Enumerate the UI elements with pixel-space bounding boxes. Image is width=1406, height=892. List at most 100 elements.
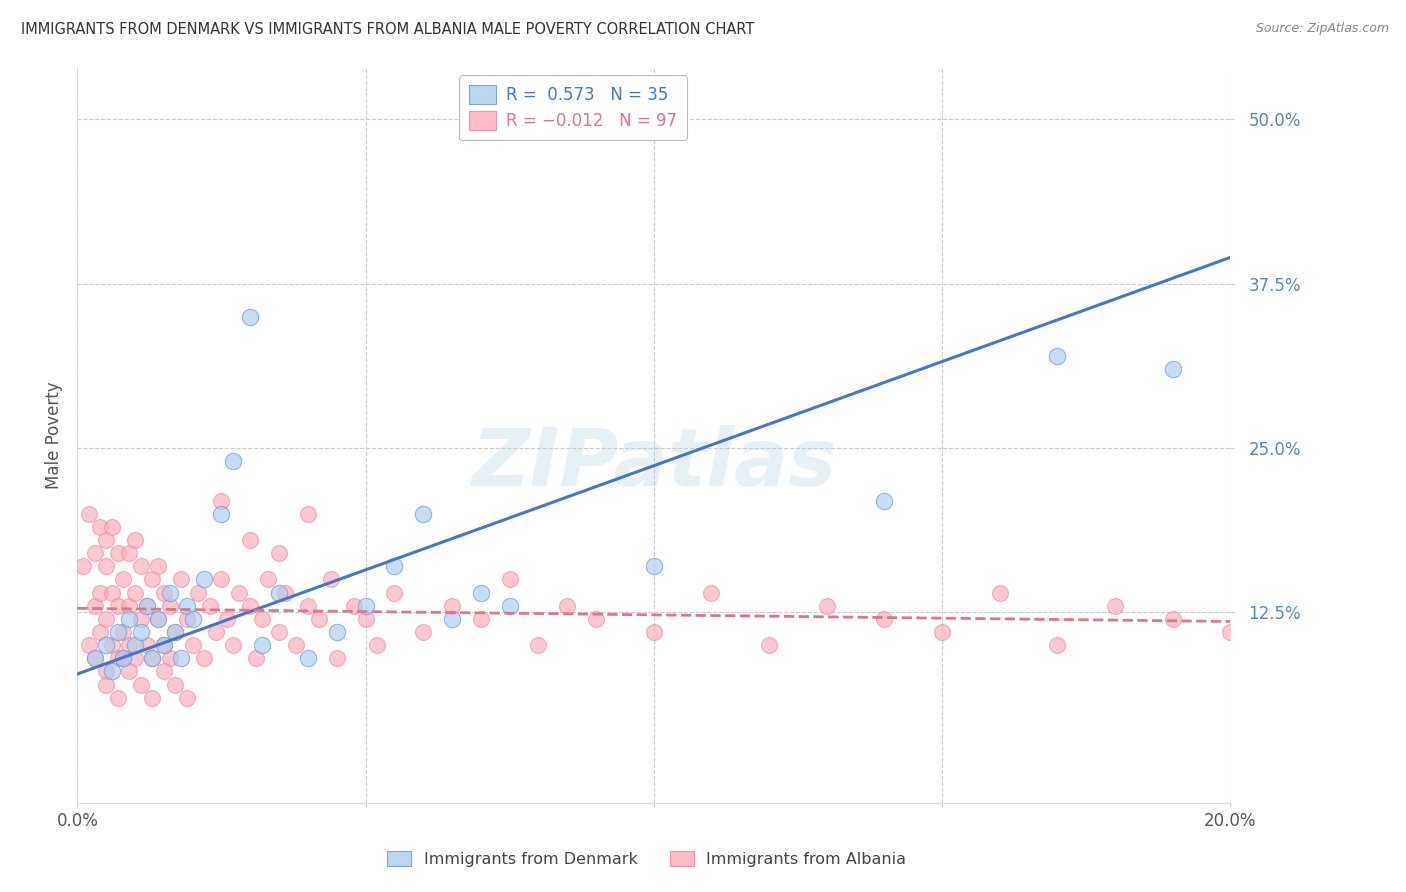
Point xyxy=(1161,362,1184,376)
Point xyxy=(988,585,1011,599)
Point xyxy=(153,638,174,652)
Point xyxy=(222,454,245,468)
Point xyxy=(245,651,267,665)
Point xyxy=(101,665,124,679)
Point xyxy=(297,599,319,613)
Point xyxy=(118,599,141,613)
Point xyxy=(129,559,152,574)
Point xyxy=(222,638,245,652)
Point xyxy=(96,533,118,547)
Point xyxy=(101,638,124,652)
Point xyxy=(159,599,181,613)
Point xyxy=(354,612,377,626)
Point xyxy=(118,638,141,652)
Point xyxy=(72,559,94,574)
Point xyxy=(165,677,187,691)
Point xyxy=(366,638,388,652)
Point xyxy=(146,612,169,626)
Point xyxy=(204,624,226,639)
Point xyxy=(107,546,129,560)
Point xyxy=(101,520,124,534)
Point xyxy=(89,585,111,599)
Point xyxy=(1046,638,1069,652)
Point xyxy=(758,638,780,652)
Point xyxy=(382,585,406,599)
Point xyxy=(325,651,349,665)
Point xyxy=(527,638,550,652)
Point xyxy=(187,585,209,599)
Point xyxy=(211,493,233,508)
Point xyxy=(96,677,118,691)
Point xyxy=(96,665,118,679)
Point xyxy=(165,624,187,639)
Point xyxy=(250,612,273,626)
Point xyxy=(470,612,492,626)
Legend: R =  0.573   N = 35, R = −0.012   N = 97: R = 0.573 N = 35, R = −0.012 N = 97 xyxy=(460,75,688,140)
Point xyxy=(319,573,342,587)
Point xyxy=(239,599,262,613)
Point xyxy=(267,546,291,560)
Point xyxy=(873,493,896,508)
Point xyxy=(193,573,215,587)
Point xyxy=(931,624,953,639)
Point xyxy=(557,599,579,613)
Point xyxy=(239,310,262,324)
Point xyxy=(382,559,406,574)
Point xyxy=(274,585,297,599)
Y-axis label: Male Poverty: Male Poverty xyxy=(45,381,63,489)
Text: ZIPatlas: ZIPatlas xyxy=(471,425,837,503)
Point xyxy=(412,624,434,639)
Point xyxy=(124,585,146,599)
Point xyxy=(112,651,135,665)
Point xyxy=(256,573,278,587)
Point xyxy=(112,651,135,665)
Point xyxy=(107,651,129,665)
Point xyxy=(141,651,163,665)
Point xyxy=(83,651,105,665)
Point xyxy=(129,624,152,639)
Point xyxy=(96,638,118,652)
Point xyxy=(135,638,157,652)
Point xyxy=(181,638,204,652)
Text: Source: ZipAtlas.com: Source: ZipAtlas.com xyxy=(1256,22,1389,36)
Point xyxy=(83,599,105,613)
Point xyxy=(124,651,146,665)
Point xyxy=(181,612,204,626)
Point xyxy=(146,612,169,626)
Point xyxy=(1104,599,1126,613)
Point xyxy=(267,624,291,639)
Point xyxy=(112,573,135,587)
Point xyxy=(141,651,163,665)
Point xyxy=(141,573,163,587)
Point xyxy=(815,599,838,613)
Point xyxy=(124,533,146,547)
Point xyxy=(176,599,198,613)
Point xyxy=(297,651,319,665)
Point xyxy=(165,624,187,639)
Point xyxy=(159,585,181,599)
Point xyxy=(211,573,233,587)
Point xyxy=(499,599,522,613)
Point xyxy=(308,612,330,626)
Point xyxy=(118,612,141,626)
Point xyxy=(499,573,522,587)
Point xyxy=(83,651,105,665)
Point xyxy=(101,585,124,599)
Point xyxy=(153,665,174,679)
Point xyxy=(96,612,118,626)
Point xyxy=(441,599,464,613)
Point xyxy=(354,599,377,613)
Point xyxy=(124,638,146,652)
Point xyxy=(153,585,174,599)
Point xyxy=(585,612,607,626)
Point xyxy=(107,599,129,613)
Point xyxy=(170,651,193,665)
Point xyxy=(107,624,129,639)
Text: IMMIGRANTS FROM DENMARK VS IMMIGRANTS FROM ALBANIA MALE POVERTY CORRELATION CHAR: IMMIGRANTS FROM DENMARK VS IMMIGRANTS FR… xyxy=(21,22,755,37)
Point xyxy=(107,690,129,705)
Point xyxy=(89,624,111,639)
Point xyxy=(118,546,141,560)
Point xyxy=(153,638,174,652)
Point xyxy=(325,624,349,639)
Point xyxy=(159,651,181,665)
